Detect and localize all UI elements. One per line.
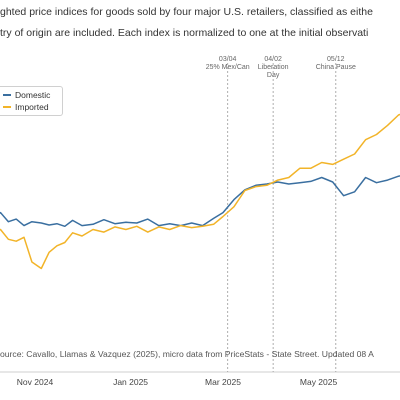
event-label-0-0: 03/04: [219, 56, 237, 63]
x-tick-label-1: Jan 2025: [113, 377, 148, 387]
source-note: ource: Cavallo, Llamas & Vazquez (2025),…: [0, 349, 374, 359]
x-tick-label-3: May 2025: [300, 377, 338, 387]
legend-item-domestic[interactable]: Domestic: [3, 89, 50, 101]
series-line-domestic: [0, 175, 400, 228]
legend-swatch-domestic: [3, 94, 11, 96]
chart-legend: Domestic Imported: [0, 86, 63, 116]
x-tick-label-2: Mar 2025: [205, 377, 241, 387]
event-label-2-0: 05/12: [327, 56, 345, 63]
caption-line-1: ghted price indices for goods sold by fo…: [0, 6, 373, 18]
event-label-0-1: 25% Mex/Can: [206, 64, 250, 71]
series-line-imported: [0, 113, 400, 270]
legend-item-imported[interactable]: Imported: [3, 101, 49, 113]
legend-label-imported: Imported: [15, 102, 49, 112]
x-tick-label-0: Nov 2024: [17, 377, 54, 387]
legend-swatch-imported: [3, 106, 11, 108]
legend-label-domestic: Domestic: [15, 90, 51, 100]
caption-line-2: try of origin are included. Each index i…: [0, 27, 369, 39]
event-label-2-1: China Pause: [316, 64, 356, 71]
event-label-1-0: 04/02: [264, 56, 282, 63]
event-label-1-2: Day: [267, 72, 280, 79]
event-label-1-1: Liberation: [258, 64, 289, 71]
